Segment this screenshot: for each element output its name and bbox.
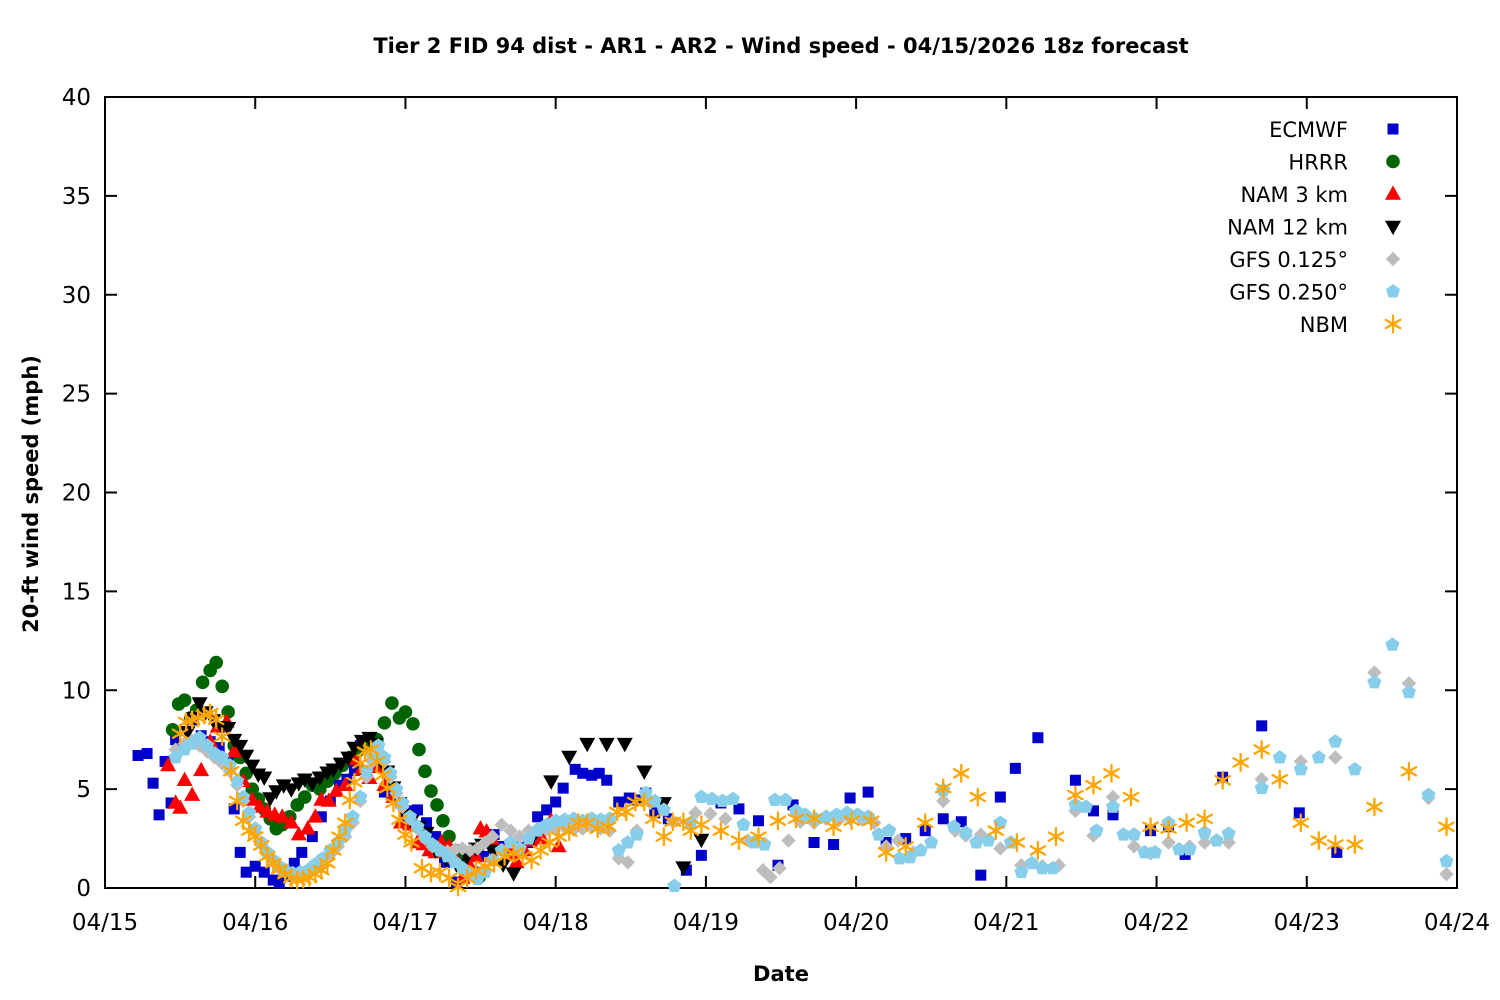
legend-item-nam-12-km: NAM 12 km — [1227, 216, 1401, 240]
legend-label: NBM — [1300, 313, 1348, 337]
x-tick-label: 04/21 — [973, 910, 1039, 936]
x-tick-label: 04/20 — [823, 910, 889, 936]
legend-item-hrrr: HRRR — [1288, 151, 1400, 175]
legend-label: GFS 0.125° — [1229, 248, 1348, 272]
x-tick-label: 04/23 — [1274, 910, 1340, 936]
legend-label: ECMWF — [1269, 118, 1348, 142]
x-axis-label: Date — [753, 962, 809, 986]
legend-item-gfs-0-250-: GFS 0.250° — [1229, 281, 1401, 305]
y-tick-label: 35 — [62, 184, 91, 210]
legend-item-nam-3-km: NAM 3 km — [1240, 183, 1401, 207]
legend-item-nbm: NBM — [1300, 313, 1402, 337]
legend-label: NAM 3 km — [1240, 183, 1348, 207]
y-tick-label: 5 — [76, 777, 91, 803]
x-tick-label: 04/15 — [72, 910, 138, 936]
x-tick-label: 04/16 — [222, 910, 288, 936]
y-tick-label: 20 — [62, 481, 91, 507]
y-tick-label: 30 — [62, 283, 91, 309]
y-axis-label: 20-ft wind speed (mph) — [19, 355, 43, 633]
x-tick-label: 04/24 — [1424, 910, 1490, 936]
x-tick-label: 04/17 — [372, 910, 438, 936]
x-tick-label: 04/22 — [1123, 910, 1189, 936]
y-tick-label: 40 — [62, 85, 91, 111]
y-tick-label: 0 — [76, 876, 91, 902]
legend-label: NAM 12 km — [1227, 216, 1348, 240]
x-tick-label: 04/19 — [673, 910, 739, 936]
chart-title: Tier 2 FID 94 dist - AR1 - AR2 - Wind sp… — [373, 34, 1189, 58]
y-tick-label: 15 — [62, 579, 91, 605]
legend-label: GFS 0.250° — [1229, 281, 1348, 305]
legend: ECMWF HRRR NAM 3 km NAM 12 km GFS 0.125° GFS … — [1227, 118, 1402, 337]
legend-item-gfs-0-125-: GFS 0.125° — [1229, 248, 1401, 272]
y-tick-label: 25 — [62, 382, 91, 408]
y-tick-label: 10 — [62, 678, 91, 704]
series-nbm — [171, 703, 1455, 897]
legend-item-ecmwf: ECMWF — [1269, 118, 1399, 142]
x-tick-label: 04/18 — [523, 910, 589, 936]
legend-label: HRRR — [1288, 151, 1348, 175]
